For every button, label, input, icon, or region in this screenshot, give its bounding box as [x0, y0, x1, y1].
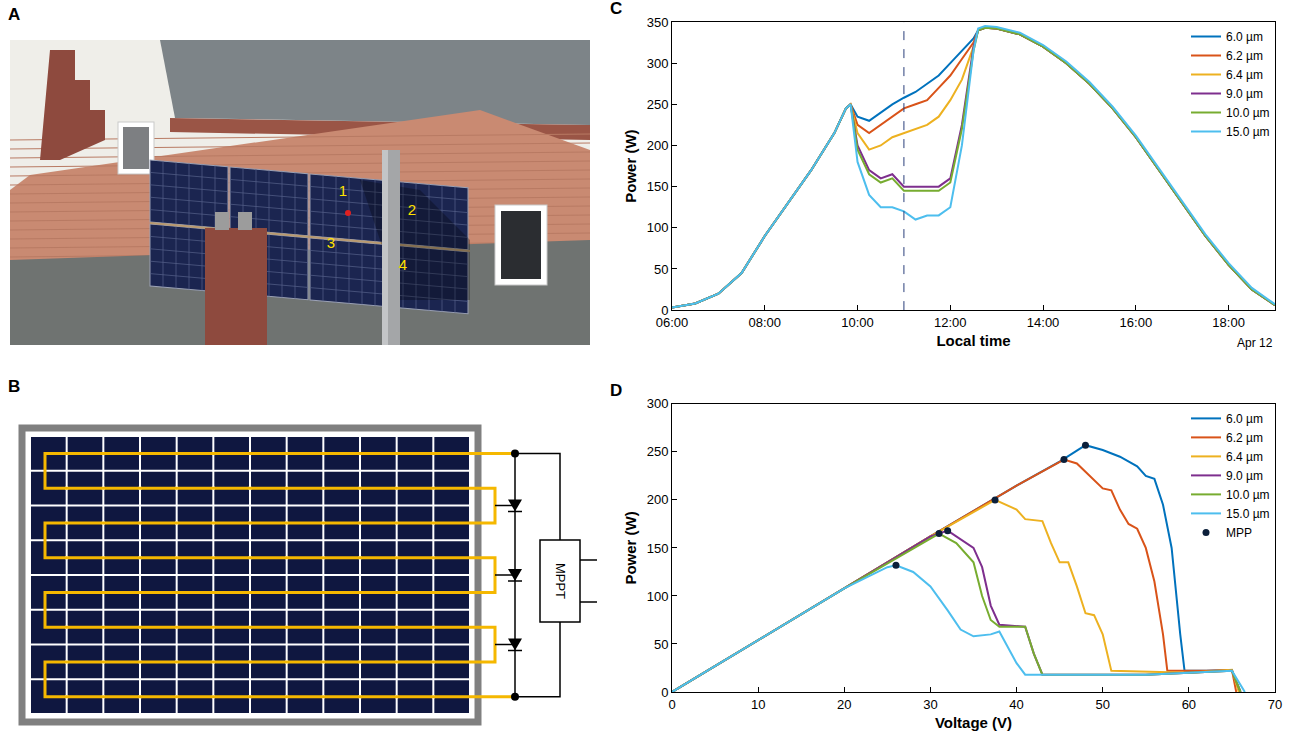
svg-text:Apr 12: Apr 12: [1237, 336, 1273, 350]
svg-text:MPPT: MPPT: [553, 563, 568, 599]
svg-text:Power (W): Power (W): [622, 511, 639, 584]
svg-text:150: 150: [647, 541, 669, 556]
svg-text:10:00: 10:00: [841, 315, 874, 330]
svg-text:50: 50: [1095, 697, 1109, 712]
svg-text:60: 60: [1182, 697, 1196, 712]
svg-text:Voltage (V): Voltage (V): [935, 714, 1012, 731]
svg-text:3: 3: [327, 234, 335, 251]
svg-text:250: 250: [647, 444, 669, 459]
svg-text:B: B: [8, 377, 20, 396]
svg-text:20: 20: [837, 697, 851, 712]
svg-text:300: 300: [647, 396, 669, 411]
svg-text:C: C: [610, 0, 622, 18]
svg-text:15.0 µm: 15.0 µm: [1226, 507, 1270, 521]
svg-text:A: A: [8, 5, 20, 24]
svg-text:10: 10: [751, 697, 765, 712]
svg-text:08:00: 08:00: [748, 315, 781, 330]
svg-text:50: 50: [654, 637, 668, 652]
svg-text:10.0 µm: 10.0 µm: [1226, 488, 1270, 502]
svg-text:15.0 µm: 15.0 µm: [1226, 125, 1270, 139]
svg-text:18:00: 18:00: [1212, 315, 1245, 330]
svg-text:D: D: [610, 381, 622, 400]
svg-text:200: 200: [647, 492, 669, 507]
svg-text:6.2 µm: 6.2 µm: [1226, 431, 1263, 445]
svg-text:100: 100: [647, 589, 669, 604]
svg-text:40: 40: [1009, 697, 1023, 712]
svg-text:350: 350: [647, 15, 669, 30]
svg-text:MPP: MPP: [1226, 526, 1252, 540]
svg-text:12:00: 12:00: [934, 315, 967, 330]
svg-text:250: 250: [647, 97, 669, 112]
svg-text:200: 200: [647, 138, 669, 153]
svg-text:Power (W): Power (W): [622, 129, 639, 202]
svg-text:2: 2: [408, 201, 416, 218]
svg-text:Local time: Local time: [936, 332, 1010, 349]
svg-text:14:00: 14:00: [1027, 315, 1060, 330]
svg-text:30: 30: [923, 697, 937, 712]
svg-text:6.0 µm: 6.0 µm: [1226, 30, 1263, 44]
svg-text:9.0 µm: 9.0 µm: [1226, 469, 1263, 483]
svg-text:50: 50: [654, 261, 668, 276]
svg-text:100: 100: [647, 220, 669, 235]
svg-text:0: 0: [668, 697, 675, 712]
svg-text:9.0 µm: 9.0 µm: [1226, 87, 1263, 101]
svg-text:1: 1: [339, 182, 347, 199]
svg-text:10.0 µm: 10.0 µm: [1226, 106, 1270, 120]
svg-text:4: 4: [399, 256, 407, 273]
svg-text:06:00: 06:00: [656, 315, 689, 330]
svg-text:0: 0: [661, 685, 668, 700]
svg-text:16:00: 16:00: [1120, 315, 1153, 330]
svg-text:6.4 µm: 6.4 µm: [1226, 450, 1263, 464]
svg-text:300: 300: [647, 56, 669, 71]
svg-text:6.0 µm: 6.0 µm: [1226, 412, 1263, 426]
svg-text:150: 150: [647, 179, 669, 194]
svg-text:70: 70: [1268, 697, 1282, 712]
svg-text:6.2 µm: 6.2 µm: [1226, 49, 1263, 63]
svg-text:6.4 µm: 6.4 µm: [1226, 68, 1263, 82]
svg-text:0: 0: [661, 303, 668, 318]
